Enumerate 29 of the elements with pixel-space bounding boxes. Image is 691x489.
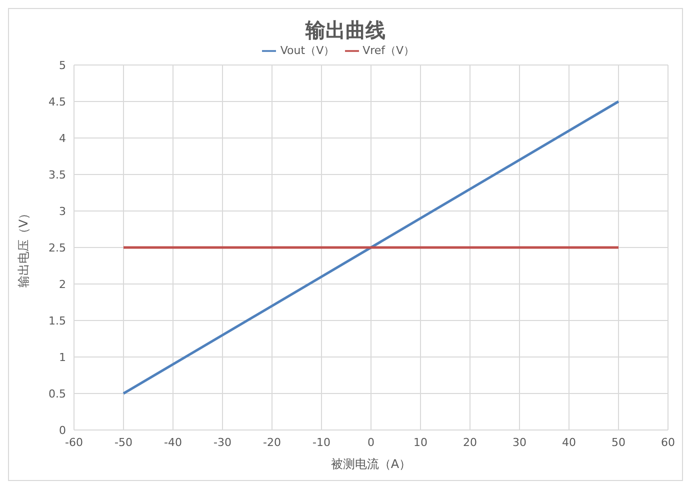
x-tick-label: 10	[414, 436, 428, 449]
y-tick-label: 4	[59, 132, 66, 145]
y-tick-label: 3.5	[48, 168, 66, 182]
y-tick-label: 3	[59, 204, 66, 218]
x-tick-label: 60	[661, 436, 675, 449]
x-tick-label: 50	[612, 436, 626, 449]
legend-label: Vref（V）	[362, 44, 415, 57]
y-axis-title: 输出电压（V）	[16, 207, 30, 288]
y-tick-label: 5	[59, 58, 66, 72]
y-tick-label: 0	[59, 424, 66, 437]
y-tick-label: 4.5	[48, 95, 66, 108]
x-tick-label: -20	[263, 436, 281, 449]
y-tick-label: 1.5	[48, 314, 66, 328]
y-tick-label: 2	[59, 278, 66, 291]
y-tick-label: 2.5	[48, 241, 66, 254]
x-tick-label: 40	[562, 436, 576, 449]
legend-label: Vout（V）	[280, 44, 335, 57]
x-axis-title: 被测电流（A）	[330, 457, 412, 471]
x-tick-label: -50	[114, 436, 132, 449]
x-tick-label: -60	[65, 436, 83, 449]
x-tick-label: 30	[512, 436, 526, 449]
x-tick-label: -40	[164, 436, 182, 449]
x-tick-label: -10	[312, 436, 330, 449]
y-tick-label: 0.5	[48, 387, 66, 400]
x-tick-label: -30	[214, 436, 232, 449]
x-tick-label: 0	[368, 436, 374, 449]
y-tick-label: 1	[59, 350, 66, 364]
x-tick-label: 20	[463, 436, 477, 449]
chart-title: 输出曲线	[304, 17, 386, 44]
